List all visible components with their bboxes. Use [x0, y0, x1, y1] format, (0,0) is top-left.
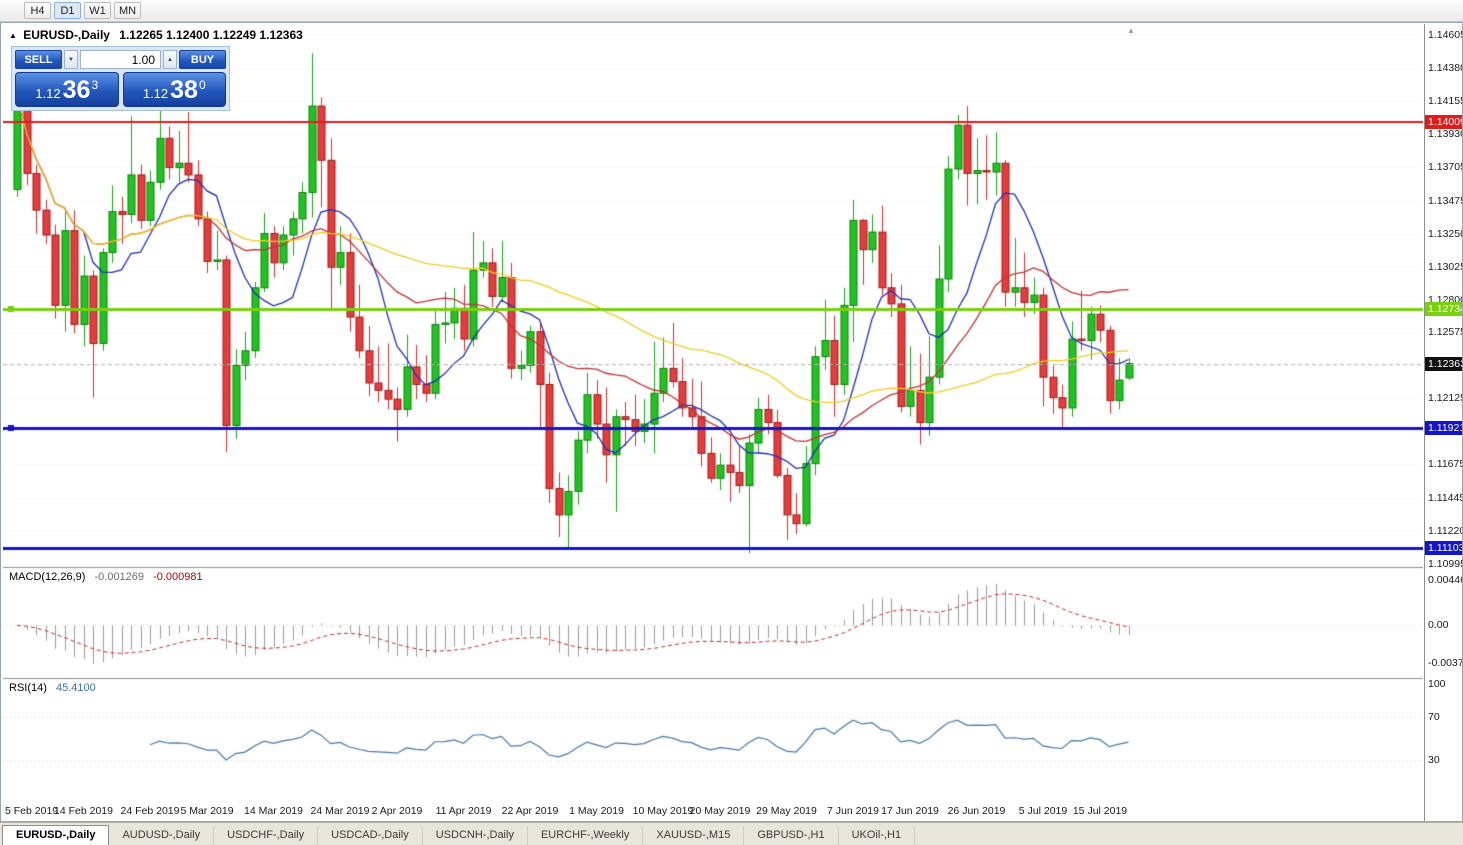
date-axis-label: 17 Jun 2019 [881, 805, 939, 817]
price-axis-label: 1.14380 [1428, 61, 1462, 74]
hline-price-badge: 1.14009 [1425, 115, 1462, 130]
date-axis-label: 5 Feb 2019 [5, 805, 59, 817]
symbol-marker-icon: ▲ [9, 31, 17, 40]
price-axis: 1.14605 1.14380 1.14155 1.13930 1.13705 1.134… [1424, 24, 1462, 821]
buy-price-pips: 38 [170, 76, 198, 104]
price-axis-label: 1.10995 [1428, 558, 1462, 570]
date-axis-label: 15 Jul 2019 [1072, 805, 1128, 817]
price-axis-label: 1.12125 [1428, 392, 1462, 405]
price-axis-label: 1.14605 [1428, 29, 1462, 41]
price-axis-label: 1.14155 [1428, 94, 1462, 107]
date-axis-label: 2 Apr 2019 [371, 805, 423, 817]
buy-price-base: 1.12 [142, 86, 169, 101]
macd-axis-label: 0.00 [1428, 619, 1449, 632]
rsi-name: RSI(14) [9, 682, 47, 694]
price-axis-label: 1.11220 [1428, 525, 1462, 538]
chart-window: ▲ EURUSD-,Daily 1.12265 1.12400 1.12249 … [0, 22, 1463, 822]
volume-decrease-button[interactable]: ▼ [64, 50, 78, 69]
chart-symbol-period: EURUSD-,Daily [23, 28, 110, 42]
price-axis-label: 1.13705 [1428, 160, 1462, 173]
macd-signal-value: -0.000981 [153, 571, 203, 583]
chart-tab-gbpusd-h1[interactable]: GBPUSD-,H1 [744, 826, 839, 845]
timeframe-toolbar: H4 D1 W1 MN [0, 0, 1463, 22]
chart-tab-audusd-daily[interactable]: AUDUSD-,Daily [109, 826, 215, 845]
spinner-up-icon: ▲ [167, 56, 173, 63]
timeframe-button-w1[interactable]: W1 [84, 2, 111, 19]
date-axis-label: 5 Mar 2019 [180, 805, 234, 817]
date-axis-label: 14 Mar 2019 [244, 805, 303, 817]
date-axis-label: 7 Jun 2019 [827, 805, 879, 817]
price-axis-label: 1.13250 [1428, 227, 1462, 240]
chart-tab-usdcnh-daily[interactable]: USDCNH-,Daily [423, 826, 528, 845]
buy-price-button[interactable]: 1.12 38 0 [122, 72, 226, 107]
date-axis: 5 Feb 2019 14 Feb 2019 24 Feb 2019 5 Mar 20… [3, 803, 1423, 821]
price-axis-label: 1.12575 [1428, 326, 1462, 339]
trade-panel-top-row: SELL ▼ ▲ BUY [15, 50, 226, 69]
timeframe-button-d1[interactable]: D1 [54, 2, 81, 19]
timeframe-button-h4[interactable]: H4 [24, 2, 51, 19]
timeframe-button-mn[interactable]: MN [114, 2, 141, 19]
rsi-axis-label: 30 [1428, 753, 1440, 766]
chart-tab-ukoil-h1[interactable]: UKOil-,H1 [839, 826, 916, 845]
rsi-value: 45.4100 [55, 682, 96, 694]
chart-tab-xauusd-m15[interactable]: XAUUSD-,M15 [643, 826, 745, 845]
hline-price-badge: 1.11103 [1425, 541, 1462, 556]
spinner-down-icon: ▼ [68, 56, 74, 63]
macd-name: MACD(12,26,9) [9, 571, 86, 583]
price-axis-label: 1.11675 [1428, 458, 1462, 471]
rsi-axis-label: 100 [1428, 678, 1446, 690]
macd-indicator-label: MACD(12,26,9) -0.001269 -0.000981 [9, 571, 203, 583]
sell-button[interactable]: SELL [15, 50, 62, 69]
buy-price-point: 0 [198, 78, 206, 92]
price-axis-label: 1.13025 [1428, 260, 1462, 273]
volume-input[interactable] [80, 50, 161, 69]
date-axis-label: 20 May 2019 [689, 805, 751, 817]
date-axis-label: 11 Apr 2019 [435, 805, 492, 817]
chart-tab-eurusd-daily[interactable]: EURUSD-,Daily [2, 825, 110, 845]
date-axis-label: 22 Apr 2019 [501, 805, 559, 817]
date-axis-label: 24 Mar 2019 [310, 805, 370, 817]
price-chart-canvas[interactable] [3, 24, 1423, 803]
chart-tab-bar: EURUSD-,Daily AUDUSD-,Daily USDCHF-,Daily U… [0, 822, 1463, 845]
price-axis-label: 1.13930 [1428, 127, 1462, 140]
chart-tab-usdcad-daily[interactable]: USDCAD-,Daily [318, 826, 423, 845]
date-axis-label: 29 May 2019 [756, 805, 817, 817]
sell-price-point: 3 [91, 78, 99, 92]
sell-price-base: 1.12 [35, 86, 61, 101]
chart-shift-icon: ▲ [1127, 26, 1135, 35]
trade-panel-price-row: 1.12 36 3 1.12 38 0 [15, 72, 226, 107]
price-axis-label: 1.13475 [1428, 194, 1462, 207]
volume-increase-button[interactable]: ▲ [163, 50, 177, 69]
date-axis-label: 24 Feb 2019 [120, 805, 180, 817]
hline-price-badge: 1.11921 [1425, 421, 1462, 436]
buy-button[interactable]: BUY [179, 50, 226, 69]
price-axis-label: 1.11445 [1428, 492, 1462, 505]
macd-main-value: -0.001269 [94, 571, 145, 583]
chart-title: ▲ EURUSD-,Daily 1.12265 1.12400 1.12249 … [9, 28, 303, 42]
date-axis-label: 14 Feb 2019 [54, 805, 113, 817]
macd-axis-label: 0.004465 [1428, 574, 1462, 586]
date-axis-label: 1 May 2019 [569, 805, 624, 817]
chart-tab-usdchf-daily[interactable]: USDCHF-,Daily [214, 826, 319, 845]
chart-ohlc-values: 1.12265 1.12400 1.12249 1.12363 [119, 28, 303, 42]
date-axis-label: 5 Jul 2019 [1018, 805, 1068, 817]
sell-price-button[interactable]: 1.12 36 3 [15, 72, 119, 107]
rsi-axis-label: 70 [1428, 710, 1440, 723]
hline-price-badge: 1.12734 [1425, 302, 1462, 317]
current-price-badge: 1.12363 [1425, 356, 1462, 371]
one-click-trading-panel: SELL ▼ ▲ BUY 1.12 36 3 1.12 38 0 [11, 46, 230, 111]
date-axis-label: 10 May 2019 [632, 805, 694, 817]
sell-price-pips: 36 [62, 76, 91, 104]
date-axis-label: 26 Jun 2019 [947, 805, 1006, 817]
macd-axis-label: -0.003715 [1428, 657, 1462, 669]
chart-tab-eurchf-weekly[interactable]: EURCHF-,Weekly [528, 826, 644, 845]
rsi-indicator-label: RSI(14) 45.4100 [9, 682, 96, 694]
